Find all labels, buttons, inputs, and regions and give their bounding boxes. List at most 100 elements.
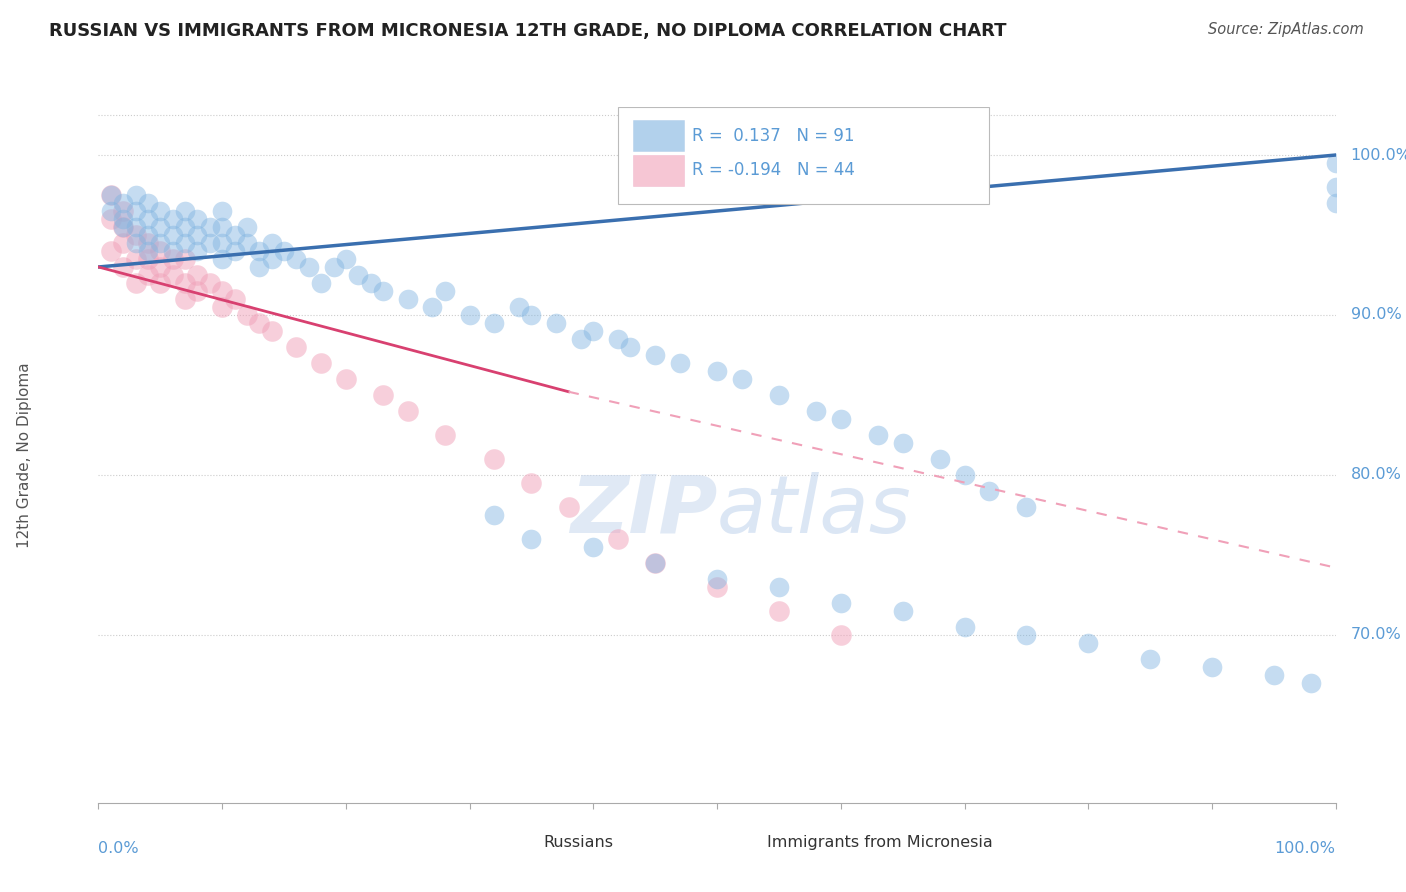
Point (112, 196, 135, 211)
Point (706, 572, 728, 586)
Point (335, 252, 357, 266)
Point (804, 404, 827, 418)
Point (484, 316, 506, 330)
Point (149, 260, 172, 274)
FancyBboxPatch shape (619, 107, 990, 204)
Point (198, 235, 221, 250)
Point (458, 308, 481, 322)
Text: 90.0%: 90.0% (1351, 308, 1402, 323)
Point (136, 268, 159, 282)
Point (731, 372, 754, 386)
Point (236, 308, 259, 322)
Point (149, 235, 172, 250)
Point (582, 540, 605, 554)
Point (136, 252, 159, 266)
Point (198, 219, 221, 234)
Point (124, 276, 146, 290)
Point (644, 556, 666, 570)
Point (224, 244, 246, 258)
Point (136, 196, 159, 211)
Point (830, 412, 852, 426)
Point (162, 227, 184, 242)
Point (309, 276, 332, 290)
Point (100, 188, 122, 202)
Point (100, 244, 122, 258)
Point (1324, 156, 1347, 170)
Point (124, 219, 146, 234)
Point (124, 188, 146, 202)
Point (260, 324, 283, 338)
Point (100, 204, 122, 219)
Point (162, 268, 184, 282)
Point (162, 244, 184, 258)
Point (422, 300, 444, 314)
Point (433, 284, 456, 298)
Point (162, 252, 184, 266)
Point (211, 252, 233, 266)
Point (644, 556, 666, 570)
Point (124, 204, 146, 219)
Text: 80.0%: 80.0% (1351, 467, 1402, 483)
Point (211, 300, 233, 314)
Point (124, 227, 146, 242)
Point (285, 340, 308, 354)
Point (979, 483, 1001, 498)
Point (174, 219, 197, 234)
Point (174, 252, 197, 266)
Text: Russians: Russians (544, 835, 614, 850)
Point (100, 188, 122, 202)
Point (546, 316, 568, 330)
Point (520, 475, 543, 490)
Point (928, 451, 950, 466)
Point (669, 356, 692, 370)
Point (644, 348, 666, 362)
FancyBboxPatch shape (485, 830, 538, 855)
Point (582, 324, 605, 338)
Point (124, 235, 146, 250)
Point (1077, 636, 1099, 650)
Point (136, 212, 159, 227)
Point (224, 292, 246, 306)
Point (1015, 628, 1038, 642)
Point (136, 235, 159, 250)
Point (891, 604, 914, 618)
Point (484, 451, 506, 466)
Point (1201, 660, 1223, 674)
Text: 12th Grade, No Diploma: 12th Grade, No Diploma (17, 362, 32, 548)
Point (706, 580, 728, 594)
Point (371, 388, 394, 402)
Point (112, 219, 135, 234)
Point (830, 628, 852, 642)
Point (112, 219, 135, 234)
Point (396, 292, 419, 306)
Point (112, 260, 135, 274)
Point (224, 227, 246, 242)
Point (198, 276, 221, 290)
Text: R =  0.137   N = 91: R = 0.137 N = 91 (692, 127, 855, 145)
Point (186, 212, 208, 227)
Point (186, 244, 208, 258)
Point (1324, 196, 1347, 211)
Point (508, 300, 530, 314)
Point (149, 204, 172, 219)
Point (236, 235, 259, 250)
Point (247, 244, 270, 258)
Point (247, 260, 270, 274)
Point (557, 500, 579, 514)
Point (322, 260, 344, 274)
Point (174, 292, 197, 306)
Point (768, 604, 790, 618)
Point (124, 252, 146, 266)
Point (891, 436, 914, 450)
Point (112, 212, 135, 227)
Point (174, 235, 197, 250)
Point (1015, 500, 1038, 514)
Text: R = -0.194   N = 44: R = -0.194 N = 44 (692, 161, 855, 179)
Point (520, 308, 543, 322)
Text: 100.0%: 100.0% (1275, 841, 1336, 856)
Point (285, 252, 308, 266)
Text: RUSSIAN VS IMMIGRANTS FROM MICRONESIA 12TH GRADE, NO DIPLOMA CORRELATION CHART: RUSSIAN VS IMMIGRANTS FROM MICRONESIA 12… (49, 22, 1007, 40)
Point (768, 580, 790, 594)
Point (211, 284, 233, 298)
Point (211, 235, 233, 250)
